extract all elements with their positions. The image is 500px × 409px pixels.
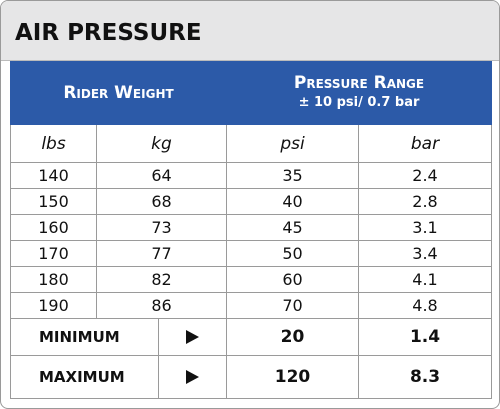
limit-row: MINIMUM 20 1.4 [10,318,492,356]
cell: 60 [226,266,359,293]
group-header: Pressure Range ± 10 psi/ 0.7 bar [226,61,492,125]
group-label: Rider Weight [63,83,174,103]
cell: 82 [96,266,227,293]
cell: 150 [10,188,97,215]
column-header: psi [226,124,359,163]
cell: 50 [226,240,359,267]
cell: 68 [96,188,227,215]
cell: 73 [96,214,227,241]
limit-label: MINIMUM [10,318,159,356]
data-row: 140 64 35 2.4 [10,162,492,189]
cell: 3.4 [358,240,492,267]
data-row: 190 86 70 4.8 [10,292,492,319]
column-header: bar [358,124,492,163]
cell: 35 [226,162,359,189]
arrow-icon [186,330,199,344]
cell: 77 [96,240,227,267]
arrow-icon [186,370,199,384]
cell: 190 [10,292,97,319]
cell: 4.8 [358,292,492,319]
column-header: lbs [10,124,97,163]
cell: 20 [226,318,359,356]
data-row: 170 77 50 3.4 [10,240,492,267]
cell: 8.3 [358,355,492,399]
group-sublabel: ± 10 psi/ 0.7 bar [298,95,420,110]
cell: 160 [10,214,97,241]
cell: 45 [226,214,359,241]
cell: 2.4 [358,162,492,189]
cell: 170 [10,240,97,267]
limit-row: MAXIMUM 120 8.3 [10,355,492,399]
cell: 70 [226,292,359,319]
cell: 1.4 [358,318,492,356]
column-header: kg [96,124,227,163]
cell: 140 [10,162,97,189]
data-row: 160 73 45 3.1 [10,214,492,241]
data-row: 150 68 40 2.8 [10,188,492,215]
pressure-table: Rider Weight Pressure Range ± 10 psi/ 0.7… [10,61,492,399]
cell: 64 [96,162,227,189]
cell: 4.1 [358,266,492,293]
cell: 2.8 [358,188,492,215]
data-row: 180 82 60 4.1 [10,266,492,293]
cell: 40 [226,188,359,215]
cell: 86 [96,292,227,319]
cell: 180 [10,266,97,293]
arrow-cell [158,355,227,399]
group-label: Pressure Range [293,73,425,93]
cell: 120 [226,355,359,399]
group-header: Rider Weight [10,61,227,125]
title: AIR PRESSURE [1,1,499,61]
arrow-cell [158,318,227,356]
column-headers: lbs kg psi bar [10,124,492,163]
header-band: Rider Weight Pressure Range ± 10 psi/ 0.7… [10,61,492,125]
cell: 3.1 [358,214,492,241]
limit-label: MAXIMUM [10,355,159,399]
